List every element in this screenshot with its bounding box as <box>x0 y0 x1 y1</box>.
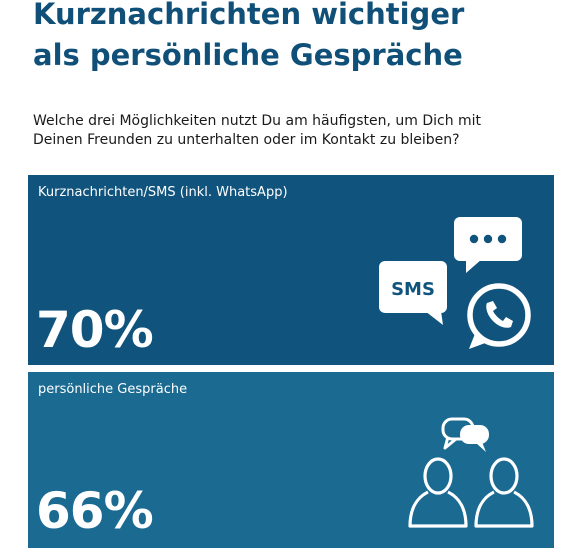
result-panel-conversations: persönliche Gespräche 66% <box>28 372 554 548</box>
person-outline-icon <box>406 454 470 530</box>
survey-question-line-1: Welche drei Möglichkeiten nutzt Du am hä… <box>33 113 482 129</box>
result-panel-messaging: Kurznachrichten/SMS (inkl. WhatsApp) 70%… <box>28 175 554 365</box>
panel-percentage: 66% <box>36 482 154 540</box>
survey-question: Welche drei Möglichkeiten nutzt Du am hä… <box>33 112 573 150</box>
whatsapp-icon <box>461 281 533 353</box>
page-title: Kurznachrichten wichtiger als persönlich… <box>33 0 583 76</box>
sms-bubble-text: SMS <box>391 279 435 300</box>
panel-label: persönliche Gespräche <box>38 382 188 397</box>
page-title-line-1: Kurznachrichten wichtiger <box>33 0 465 31</box>
sms-bubble-icon: SMS <box>377 259 449 327</box>
person-outline-icon <box>472 454 536 530</box>
chat-dots-bubble-icon <box>452 215 524 275</box>
speech-bubbles-icon <box>440 416 492 456</box>
survey-question-line-2: Deinen Freunden zu unterhalten oder im K… <box>33 132 460 148</box>
panel-percentage: 70% <box>36 301 154 359</box>
panel-label: Kurznachrichten/SMS (inkl. WhatsApp) <box>38 185 288 200</box>
page-title-line-2: als persönliche Gespräche <box>33 38 463 72</box>
